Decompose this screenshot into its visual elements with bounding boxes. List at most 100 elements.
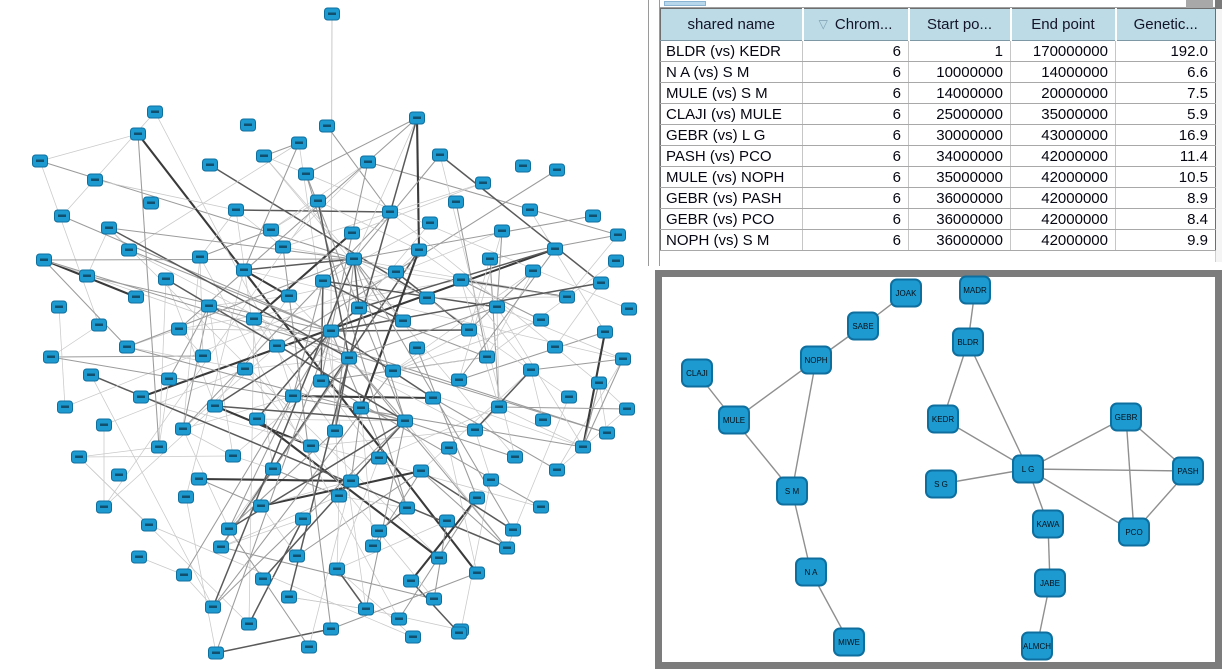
network-node[interactable] [547, 242, 563, 256]
network-node-claji[interactable]: CLAJI [681, 358, 713, 388]
network-edge[interactable] [212, 258, 355, 608]
table-cell[interactable]: 8.4 [1115, 208, 1216, 230]
network-node[interactable] [281, 590, 297, 604]
network-edge[interactable] [103, 368, 246, 426]
table-cell[interactable]: 6 [802, 61, 909, 83]
network-edge[interactable] [220, 518, 304, 548]
network-edge[interactable] [392, 356, 488, 372]
network-node[interactable] [57, 400, 73, 414]
network-node[interactable] [301, 640, 317, 654]
large-network-canvas[interactable] [0, 0, 650, 669]
network-edge[interactable] [365, 608, 462, 631]
network-edge[interactable] [292, 280, 324, 397]
network-edge[interactable] [353, 215, 594, 260]
network-edge[interactable] [243, 258, 355, 271]
network-node[interactable] [599, 426, 615, 440]
network-node[interactable] [489, 300, 505, 314]
table-cell[interactable]: 43000000 [1010, 124, 1116, 146]
network-node[interactable] [131, 550, 147, 564]
network-edge[interactable] [148, 524, 414, 638]
network-edge[interactable] [292, 394, 434, 400]
network-node[interactable] [385, 364, 401, 378]
network-edge[interactable] [140, 396, 542, 508]
network-edge[interactable] [43, 259, 128, 348]
network-edge[interactable] [137, 133, 478, 574]
network-edge[interactable] [58, 306, 66, 408]
network-node[interactable] [547, 340, 563, 354]
table-cell[interactable]: 16.9 [1115, 124, 1216, 146]
network-edge[interactable] [334, 357, 350, 432]
table-cell[interactable]: 7.5 [1115, 82, 1216, 104]
network-edge[interactable] [322, 280, 404, 322]
network-node[interactable] [295, 512, 311, 526]
table-cell[interactable]: 6.6 [1115, 61, 1216, 83]
network-edge[interactable] [330, 572, 478, 630]
network-node[interactable] [353, 401, 369, 415]
network-node[interactable] [365, 539, 381, 553]
network-edge[interactable] [235, 209, 284, 248]
network-node[interactable] [507, 450, 523, 464]
network-node[interactable] [213, 540, 229, 554]
network-edge[interactable] [185, 269, 245, 498]
network-node[interactable] [87, 173, 103, 187]
network-node-na[interactable]: N A [795, 557, 827, 587]
network-node[interactable] [323, 324, 339, 338]
network-edge[interactable] [432, 397, 558, 471]
network-edge[interactable] [228, 395, 294, 530]
network-node[interactable] [201, 299, 217, 313]
network-node[interactable] [608, 254, 624, 268]
table-cell[interactable]: 20000000 [1010, 82, 1116, 104]
network-edge[interactable] [39, 133, 139, 162]
network-edge[interactable] [460, 279, 500, 408]
table-cell[interactable]: 1 [908, 40, 1011, 62]
network-node[interactable] [399, 501, 415, 515]
network-node[interactable] [494, 224, 510, 238]
network-node[interactable] [101, 221, 117, 235]
network-node[interactable] [171, 322, 187, 336]
network-edge[interactable] [415, 117, 421, 251]
network-edge[interactable] [86, 227, 110, 277]
network-edge[interactable] [214, 405, 406, 422]
table-cell[interactable]: 30000000 [908, 124, 1011, 146]
table-cell[interactable]: N A (vs) S M [660, 61, 803, 83]
network-edge[interactable] [392, 319, 542, 372]
table-cell[interactable]: 6 [802, 82, 909, 104]
network-edge[interactable] [367, 161, 619, 236]
network-node[interactable] [249, 412, 265, 426]
network-node[interactable] [358, 602, 374, 616]
network-node[interactable] [535, 413, 551, 427]
network-node-pash[interactable]: PASH [1172, 456, 1204, 486]
table-cell[interactable]: 14000000 [908, 82, 1011, 104]
network-node-lg[interactable]: L G [1012, 454, 1044, 484]
table-scroll-thumb[interactable] [664, 1, 706, 6]
network-node[interactable] [128, 290, 144, 304]
network-node[interactable] [51, 300, 67, 314]
network-edge[interactable] [108, 227, 350, 359]
network-node[interactable] [205, 600, 221, 614]
network-node[interactable] [419, 291, 435, 305]
network-node[interactable] [323, 622, 339, 636]
network-edge[interactable] [1027, 416, 1127, 470]
network-edge[interactable] [108, 227, 355, 260]
network-node[interactable] [151, 440, 167, 454]
network-node[interactable] [575, 440, 591, 454]
network-node[interactable] [298, 167, 314, 181]
table-row[interactable]: MULE (vs) NOPH 6 35000000 42000000 10.5 [660, 166, 1216, 188]
network-edge[interactable] [351, 182, 484, 234]
network-edge[interactable] [158, 378, 170, 448]
network-node[interactable] [523, 363, 539, 377]
network-edge[interactable] [336, 568, 414, 638]
network-edge[interactable] [582, 358, 624, 448]
network-edge[interactable] [288, 295, 350, 359]
network-edge[interactable] [137, 133, 160, 448]
table-cell[interactable]: GEBR (vs) L G [660, 124, 803, 146]
network-edge[interactable] [330, 282, 602, 332]
network-edge[interactable] [256, 418, 440, 559]
network-node[interactable] [130, 127, 146, 141]
network-edge[interactable] [330, 329, 470, 332]
network-edge[interactable] [214, 330, 332, 407]
network-node[interactable] [591, 376, 607, 390]
network-node[interactable] [329, 562, 345, 576]
network-edge[interactable] [199, 256, 400, 620]
network-edge[interactable] [158, 278, 167, 448]
